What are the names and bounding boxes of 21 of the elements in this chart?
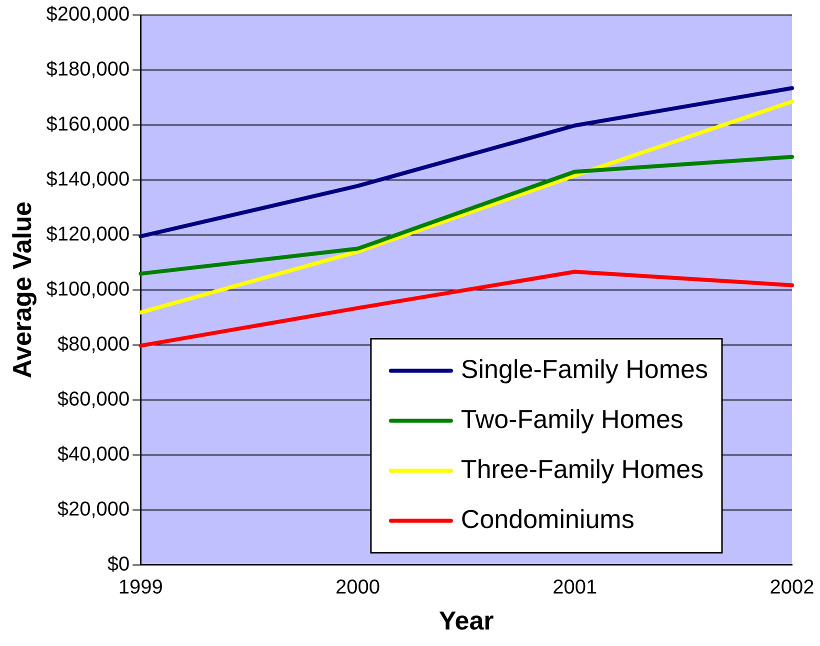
legend-label: Three-Family Homes <box>460 454 704 484</box>
legend-label: Two-Family Homes <box>460 404 684 434</box>
y-axis-title: Average Value <box>6 201 37 378</box>
y-tick-label: $0 <box>107 553 130 576</box>
y-tick-label: $20,000 <box>57 498 130 520</box>
y-tick-label: $120,000 <box>46 223 130 246</box>
x-axis-title: Year <box>438 606 494 636</box>
y-tick-label: $140,000 <box>46 168 130 190</box>
x-tick-label: 1999 <box>118 576 163 598</box>
y-tick-label: $180,000 <box>46 58 130 80</box>
x-tick-label: 2000 <box>335 576 380 598</box>
legend-label: Condominiums <box>460 504 634 534</box>
y-tick-label: $100,000 <box>46 278 130 300</box>
x-tick-label: 2001 <box>552 576 598 598</box>
y-tick-label: $40,000 <box>57 443 130 466</box>
x-tick-label: 2002 <box>770 576 814 598</box>
legend-label: Single-Family Homes <box>460 354 708 384</box>
y-tick-label: $160,000 <box>46 113 130 136</box>
y-tick-label: $200,000 <box>46 4 130 26</box>
y-tick-label: $80,000 <box>57 333 130 356</box>
y-tick-label: $60,000 <box>57 388 130 410</box>
